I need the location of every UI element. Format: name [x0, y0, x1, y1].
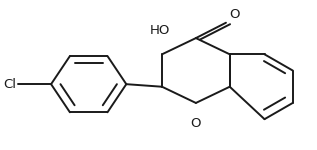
Text: O: O	[191, 117, 201, 130]
Text: HO: HO	[150, 24, 170, 37]
Text: Cl: Cl	[4, 78, 17, 91]
Text: O: O	[229, 8, 239, 21]
